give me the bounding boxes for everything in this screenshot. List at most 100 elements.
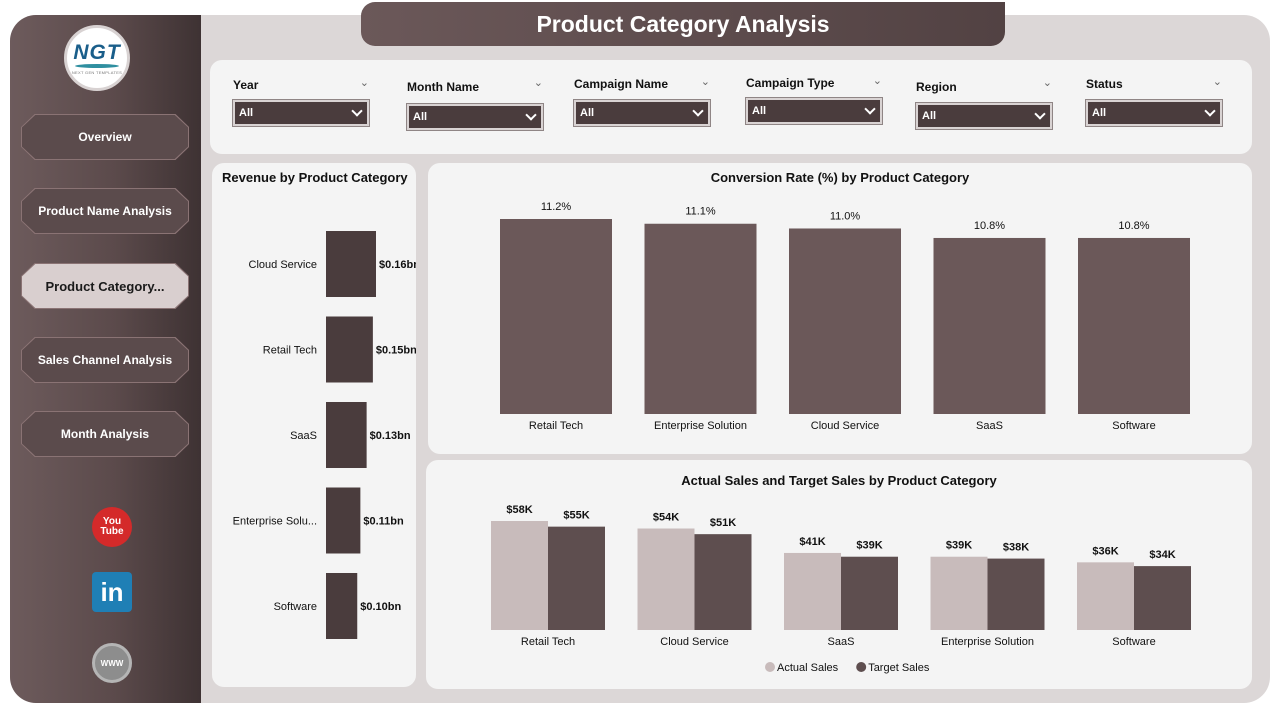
chevron-down-icon — [525, 109, 537, 121]
revenue-bar — [326, 316, 373, 383]
status-dropdown[interactable]: All — [1086, 100, 1222, 126]
conversion-bar — [789, 228, 901, 414]
sales-chart: $58K $55K Retail Tech $54K $51K Cloud Service… — [491, 504, 1191, 674]
linkedin-icon[interactable]: in — [92, 572, 132, 612]
nav-product-category-analysis[interactable]: Product Category... — [21, 263, 189, 309]
sales-data-label: $39K — [856, 540, 882, 552]
filter-panel: Year ⌄ All Month Name ⌄ All Campaign Nam… — [210, 60, 1252, 154]
conversion-category-label: SaaS — [976, 420, 1003, 432]
filter-expand-icon[interactable]: ⌄ — [1042, 77, 1052, 89]
sales-category-label: Software — [1112, 636, 1155, 648]
nav-label: Month Analysis — [22, 412, 188, 456]
sales-category-label: Retail Tech — [521, 636, 575, 648]
revenue-data-label: $0.16bn — [379, 259, 416, 271]
revenue-category-label: Cloud Service — [249, 259, 317, 271]
year-dropdown[interactable]: All — [233, 100, 369, 126]
web-text: WWW — [100, 658, 124, 668]
filter-expand-icon[interactable]: ⌄ — [1212, 76, 1222, 88]
conversion-category-label: Software — [1112, 420, 1155, 432]
sales-chart-title: Actual Sales and Target Sales by Product… — [681, 473, 997, 488]
logo-tagline: NEXT GEN TEMPLATES — [71, 69, 123, 75]
nav-month-analysis[interactable]: Month Analysis — [21, 411, 189, 457]
conversion-bar — [500, 219, 612, 414]
revenue-bar — [326, 231, 376, 297]
chevron-down-icon — [692, 105, 704, 117]
nav-product-name-analysis[interactable]: Product Name Analysis — [21, 188, 189, 234]
conversion-bar — [933, 237, 1046, 414]
revenue-category-label: Retail Tech — [263, 345, 317, 357]
nav-label: Overview — [22, 115, 188, 159]
sales-data-label: $41K — [799, 536, 825, 548]
sales-bar — [548, 526, 605, 630]
dropdown-value: All — [1092, 107, 1107, 119]
conversion-bar — [644, 223, 757, 414]
campaign-type-dropdown[interactable]: All — [746, 98, 882, 124]
conversion-data-label: 11.1% — [685, 206, 716, 218]
conversion-bar — [1078, 237, 1190, 414]
revenue-bar — [326, 402, 367, 468]
revenue-data-label: $0.13bn — [370, 430, 411, 442]
dropdown-value: All — [922, 110, 937, 122]
sales-bar — [637, 528, 695, 630]
filter-expand-icon[interactable]: ⌄ — [700, 76, 710, 88]
globe-icon[interactable]: WWW — [92, 643, 132, 683]
month-name-dropdown[interactable]: All — [407, 104, 543, 130]
chevron-down-icon — [351, 105, 363, 117]
sales-category-label: Enterprise Solution — [941, 636, 1034, 648]
revenue-category-label: Enterprise Solu... — [233, 516, 317, 528]
legend-swatch — [765, 662, 775, 672]
sales-data-label: $38K — [1003, 542, 1029, 554]
nav-label: Sales Channel Analysis — [22, 338, 188, 382]
chevron-down-icon — [1204, 105, 1216, 117]
sales-bar — [987, 558, 1045, 630]
youtube-text-bottom: Tube — [100, 526, 124, 537]
filter-expand-icon[interactable]: ⌄ — [533, 77, 543, 89]
sales-bar — [491, 521, 548, 630]
legend-label: Target Sales — [868, 662, 930, 674]
conversion-chart-card: Conversion Rate (%) by Product Category … — [428, 163, 1252, 454]
revenue-bar — [326, 573, 358, 639]
revenue-category-label: Software — [274, 601, 317, 613]
dropdown-value: All — [413, 111, 428, 123]
youtube-text-top: You — [102, 516, 122, 527]
filter-expand-icon[interactable]: ⌄ — [359, 77, 369, 89]
company-logo[interactable]: NGT NEXT GEN TEMPLATES — [64, 25, 130, 91]
dropdown-value: All — [239, 107, 254, 119]
dropdown-value: All — [580, 107, 595, 119]
sales-data-label: $58K — [506, 504, 532, 516]
conversion-data-label: 10.8% — [1118, 220, 1149, 232]
revenue-bar — [326, 487, 361, 554]
logo-swoosh — [75, 63, 119, 68]
sales-bar — [1134, 566, 1191, 630]
dropdown-value: All — [752, 105, 767, 117]
filter-label: Year — [233, 78, 259, 92]
legend-swatch — [856, 662, 867, 672]
sales-bar — [694, 534, 752, 630]
youtube-icon[interactable]: You Tube — [92, 507, 132, 547]
page-title: Product Category Analysis — [361, 2, 1005, 46]
sales-data-label: $54K — [653, 512, 679, 524]
chevron-down-icon — [1034, 108, 1046, 120]
filter-expand-icon[interactable]: ⌄ — [872, 75, 882, 87]
sales-data-label: $36K — [1092, 545, 1118, 557]
conversion-data-label: 10.8% — [974, 220, 1005, 232]
sales-chart-card: Actual Sales and Target Sales by Product… — [426, 460, 1252, 689]
conversion-category-label: Retail Tech — [529, 420, 583, 432]
nav-overview[interactable]: Overview — [21, 114, 189, 160]
revenue-chart: Cloud Service $0.16bn Retail Tech $0.15bn Sa… — [233, 231, 416, 639]
filter-label: Month Name — [407, 80, 479, 94]
region-dropdown[interactable]: All — [916, 103, 1052, 129]
sales-bar — [841, 556, 898, 630]
sales-data-label: $55K — [563, 510, 589, 522]
revenue-category-label: SaaS — [290, 430, 317, 442]
campaign-name-dropdown[interactable]: All — [574, 100, 710, 126]
nav-label: Product Category... — [22, 264, 188, 308]
sales-bar — [930, 556, 988, 630]
sales-data-label: $51K — [710, 517, 736, 529]
conversion-data-label: 11.2% — [541, 201, 572, 213]
conversion-data-label: 11.0% — [830, 210, 861, 222]
conversion-chart-title: Conversion Rate (%) by Product Category — [710, 170, 970, 185]
conversion-category-label: Cloud Service — [811, 420, 879, 432]
conversion-chart: 11.2% Retail Tech 11.1% Enterprise Solution… — [500, 201, 1190, 432]
nav-sales-channel-analysis[interactable]: Sales Channel Analysis — [21, 337, 189, 383]
